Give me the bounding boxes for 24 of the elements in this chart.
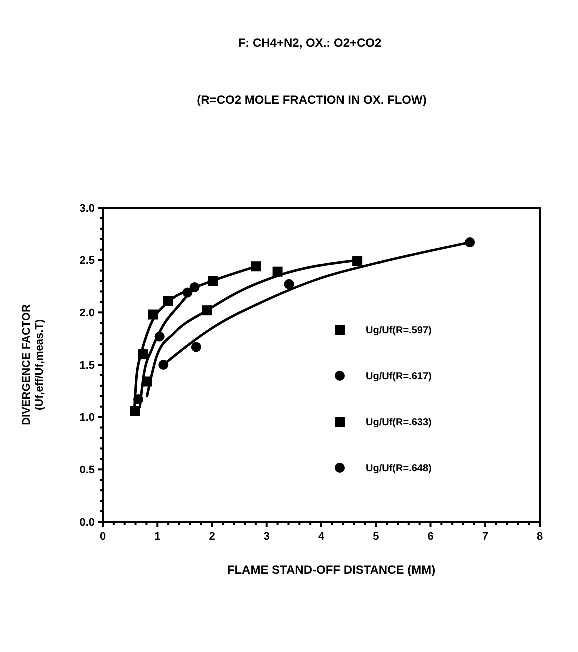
legend-label: Ug/Uf(R=.633) [366, 418, 432, 428]
x-tick-label: 4 [318, 531, 326, 543]
x-axis-title: FLAME STAND-OFF DISTANCE (MM) [227, 563, 436, 577]
y-tick-label: 3.0 [80, 202, 95, 215]
y-tick-label: 2.5 [80, 255, 95, 268]
chart-title: F: CH4+N2, OX.: O2+CO2 [238, 36, 382, 50]
y-tick-label: 1.0 [80, 412, 95, 424]
x-tick-label: 8 [536, 531, 544, 543]
y-tick-label: 2.0 [80, 308, 95, 320]
y-tick-label: 1.5 [80, 360, 95, 372]
legend-label: Ug/Uf(R=.648) [366, 464, 432, 474]
y-axis-title: DIVERGENCE FACTOR (Uf,eff/Uf,meas.T) [21, 304, 46, 426]
x-tick-label: 2 [209, 531, 216, 543]
y-tick-label: 0.0 [80, 516, 95, 529]
x-tick-label: 1 [154, 531, 161, 543]
y-tick-label: 0.5 [80, 464, 95, 477]
x-tick-label: 7 [482, 531, 488, 543]
legend-label: Ug/Uf(R=.597) [366, 326, 432, 336]
legend-label: Ug/Uf(R=.617) [366, 372, 432, 382]
x-tick-label: 5 [373, 531, 380, 543]
x-tick-label: 6 [428, 531, 434, 543]
x-tick-label: 0 [100, 531, 106, 543]
x-tick-label: 3 [264, 531, 270, 543]
chart-subtitle: (R=CO2 MOLE FRACTION IN OX. FLOW) [197, 93, 427, 107]
